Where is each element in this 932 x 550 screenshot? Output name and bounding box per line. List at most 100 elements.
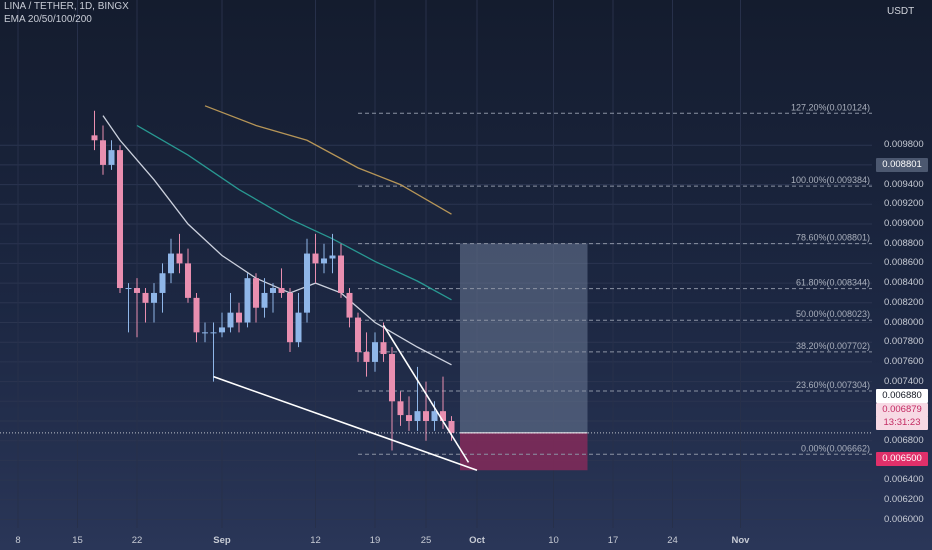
date-tick-label: 15 xyxy=(72,535,83,546)
fib-level-label: 100.00%(0.009384) xyxy=(791,175,870,185)
candle xyxy=(185,248,191,303)
price-tick-label: 0.006200 xyxy=(884,493,924,505)
candle xyxy=(295,292,302,348)
date-tick-label: 25 xyxy=(420,535,432,546)
candle-body xyxy=(125,288,132,290)
candle xyxy=(321,243,327,274)
date-tick-label: 12 xyxy=(310,535,321,546)
last-price-badge: 0.006879 xyxy=(876,403,928,417)
wedge-trendline xyxy=(213,375,478,472)
candle-body xyxy=(355,317,361,353)
candle xyxy=(261,278,268,318)
price-tick-label: 0.007600 xyxy=(884,355,924,367)
price-tick-label: 0.007400 xyxy=(884,375,924,387)
date-tick-label: 22 xyxy=(131,535,143,546)
candle-body xyxy=(346,292,353,318)
candle-body xyxy=(431,411,438,421)
stop-zone xyxy=(460,432,588,471)
trendlines xyxy=(213,325,478,472)
candle-body xyxy=(219,327,225,333)
candle xyxy=(236,302,242,333)
price-tick-label: 0.009800 xyxy=(884,139,924,151)
candle xyxy=(380,322,387,362)
candle xyxy=(278,268,285,298)
candle-body xyxy=(270,288,276,293)
fib-level-label: 50.00%(0.008023) xyxy=(796,309,870,319)
candle-body xyxy=(159,273,166,293)
candle xyxy=(363,332,370,377)
candle xyxy=(202,322,208,343)
price-tick-label: 0.008800 xyxy=(884,237,924,249)
candle xyxy=(338,243,344,298)
candle xyxy=(151,283,157,323)
candle-body xyxy=(253,278,259,308)
candle-body xyxy=(100,140,106,165)
candle xyxy=(125,283,132,333)
candle xyxy=(108,140,115,170)
candle-body xyxy=(295,312,302,343)
fib-level-label: 61.80%(0.008344) xyxy=(796,278,870,288)
fib-level-label: 23.60%(0.007304) xyxy=(796,380,870,390)
crosshair-price-badge: 0.006880 xyxy=(876,389,928,403)
price-tick-label: 0.006000 xyxy=(884,513,924,525)
candle-body xyxy=(236,312,242,323)
candle xyxy=(312,233,319,284)
price-tick-label: 0.008600 xyxy=(884,257,924,269)
date-tick-label: 17 xyxy=(607,535,619,546)
candle xyxy=(227,292,234,333)
candle-body xyxy=(321,258,327,264)
candle-body xyxy=(117,150,123,289)
candle xyxy=(329,233,336,274)
candle-body xyxy=(397,401,404,416)
candle-body xyxy=(338,255,344,293)
price-tick-label: 0.009000 xyxy=(884,218,924,229)
candle xyxy=(406,396,412,431)
stop-price-badge: 0.006500 xyxy=(876,452,928,466)
symbol-title: LINA / TETHER, 1D, BINGX xyxy=(4,1,129,12)
candle xyxy=(219,312,225,338)
fib-level-label: 78.60%(0.008801) xyxy=(796,233,870,243)
price-tick-label: 0.009200 xyxy=(884,198,924,210)
candle xyxy=(346,288,353,328)
price-tick-label: 0.008200 xyxy=(884,296,924,308)
candle xyxy=(287,288,293,353)
candle xyxy=(210,322,217,382)
fib-level-label: 0.00%(0.006662) xyxy=(801,443,870,453)
candle-body xyxy=(329,255,336,259)
fibonacci-levels: 127.20%(0.010124) 100.00%(0.009384) 78.60%… xyxy=(358,102,872,455)
candle-body xyxy=(287,292,293,343)
candle-body xyxy=(278,288,285,293)
candle-body xyxy=(185,263,191,298)
ema-lines xyxy=(102,105,452,366)
price-tick-label: 0.007800 xyxy=(884,336,924,348)
candle-body xyxy=(108,150,115,165)
candle-body xyxy=(210,332,217,334)
candle xyxy=(193,292,200,343)
ema-line xyxy=(136,124,452,301)
candle-body xyxy=(176,253,183,264)
candle xyxy=(304,238,310,323)
candles xyxy=(91,110,455,451)
date-tick-label: Nov xyxy=(731,535,750,546)
date-tick-label: Sep xyxy=(213,535,231,546)
candle-body xyxy=(406,415,412,421)
candle xyxy=(159,263,166,313)
candle xyxy=(448,416,455,441)
price-tick-label: 0.008000 xyxy=(884,316,924,328)
candle-body xyxy=(380,342,387,355)
fib-level-label: 38.20%(0.007702) xyxy=(796,341,870,351)
indicator-legend[interactable]: EMA 20/50/100/200 xyxy=(4,14,92,25)
ema-line xyxy=(102,115,452,366)
candle xyxy=(117,145,123,293)
date-tick-label: 19 xyxy=(369,535,381,546)
price-tick-label: 0.008400 xyxy=(884,277,924,289)
candle-body xyxy=(261,292,268,308)
date-tick-label: 24 xyxy=(667,535,678,546)
candle xyxy=(244,273,251,328)
candle-body xyxy=(142,292,149,303)
candle-body xyxy=(193,297,200,333)
candle-body xyxy=(168,253,174,274)
candle xyxy=(168,238,174,284)
currency-label: USDT xyxy=(887,6,915,17)
